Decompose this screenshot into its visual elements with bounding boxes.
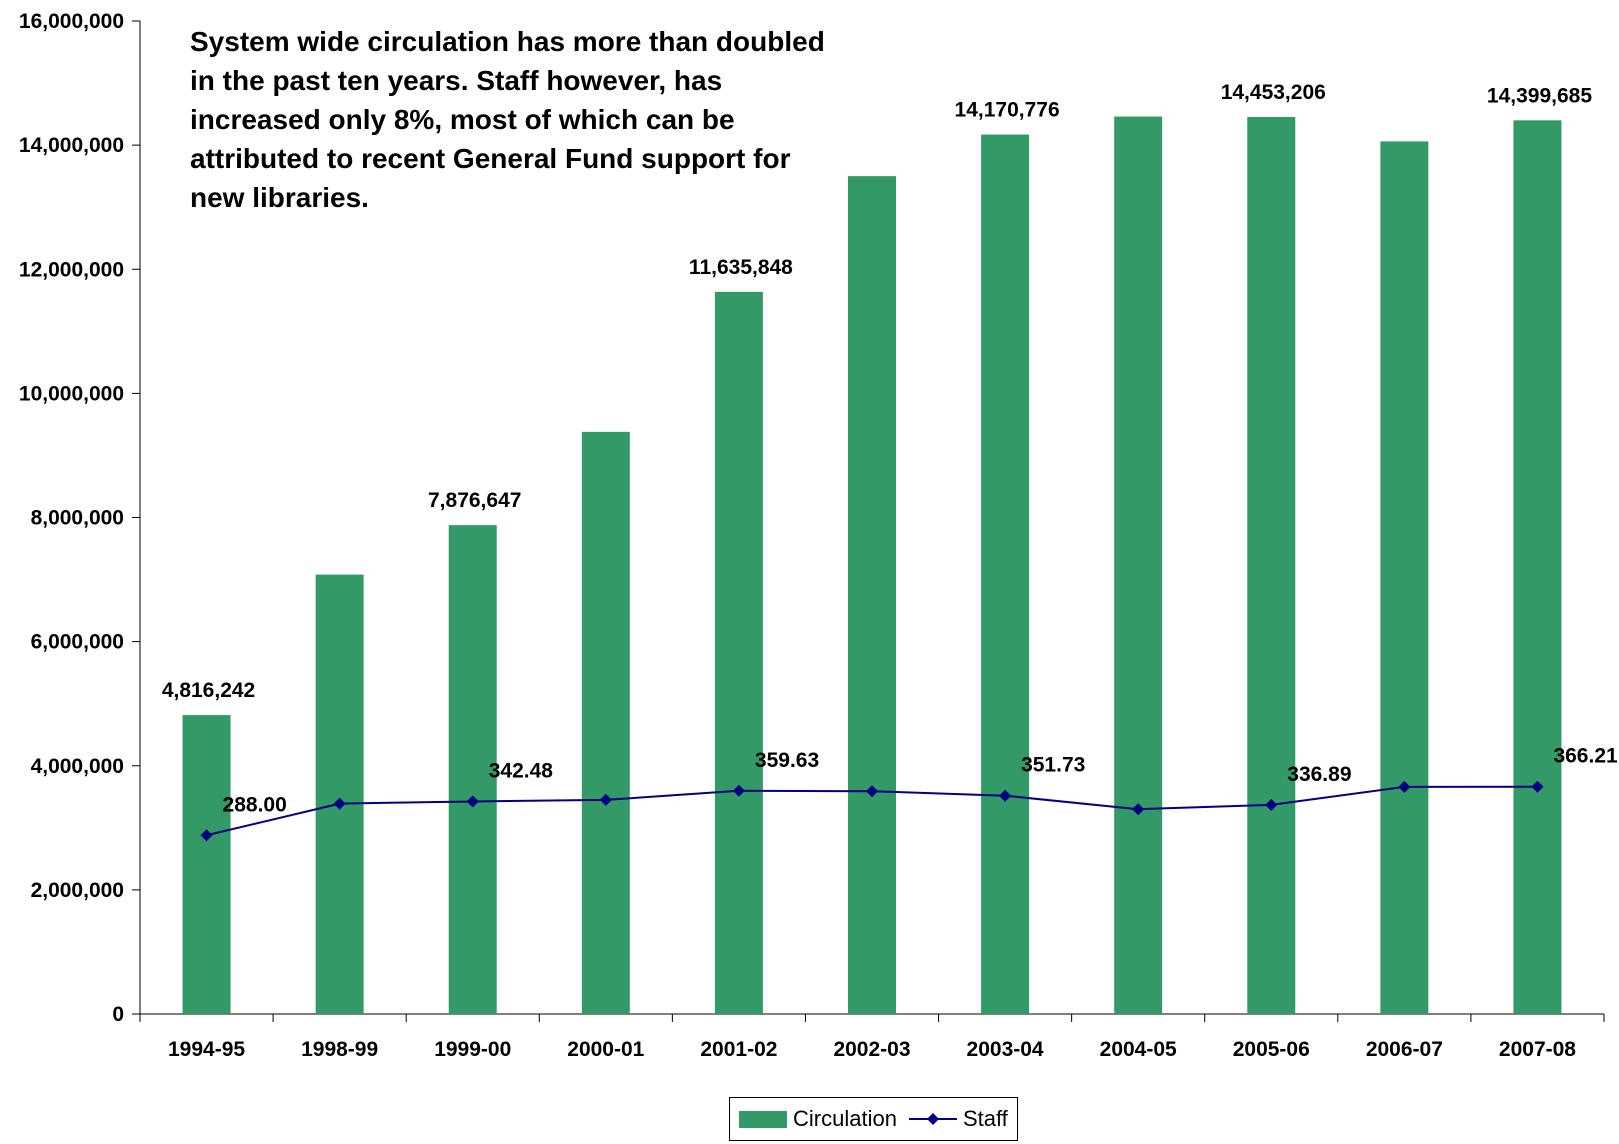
staff-point [1398, 780, 1411, 793]
staff-data-label: 359.63 [755, 749, 819, 772]
staff-data-label: 351.73 [1021, 754, 1085, 777]
legend: Circulation Staff [729, 1097, 1018, 1141]
bar [714, 291, 763, 1014]
chart-annotation: System wide circulation has more than do… [190, 26, 825, 213]
x-tick-label: 1998-99 [301, 1038, 378, 1061]
x-tick-label: 2004-05 [1100, 1038, 1177, 1061]
bar [448, 525, 497, 1014]
x-tick-label: 2007-08 [1499, 1038, 1576, 1061]
staff-data-label: 366.21 [1553, 745, 1618, 768]
x-tick-label: 2006-07 [1366, 1038, 1443, 1061]
y-axis: 0 2,000,000 4,000,000 6,000,000 8,000,000 10,… [19, 10, 141, 1026]
y-tick-label: 8,000,000 [31, 507, 124, 530]
y-tick-label: 2,000,000 [31, 879, 124, 902]
staff-point [1531, 780, 1544, 793]
x-tick-label: 2001-02 [700, 1038, 777, 1061]
x-tick-label: 2005-06 [1233, 1038, 1310, 1061]
y-tick-label: 16,000,000 [19, 10, 124, 33]
x-tick-label: 1994-95 [168, 1038, 245, 1061]
y-tick-label: 14,000,000 [19, 134, 124, 157]
staff-point [732, 784, 745, 797]
bar [1114, 116, 1163, 1015]
y-tick-label: 12,000,000 [19, 258, 124, 281]
y-tick-label: 6,000,000 [31, 631, 124, 654]
x-tick-label: 1999-00 [434, 1038, 511, 1061]
staff-point [1132, 803, 1145, 816]
x-axis: 1994-95 1998-99 1999-00 2000-01 2001-02 2002-… [139, 1013, 1605, 1061]
bar-data-label: 11,635,848 [689, 256, 793, 279]
legend-staff-label: Staff [962, 1106, 1008, 1131]
bar [182, 715, 231, 1014]
y-tick-label: 10,000,000 [19, 382, 124, 405]
x-tick-label: 2003-04 [967, 1038, 1044, 1061]
staff-point [599, 793, 612, 806]
y-tick-label: 4,000,000 [31, 755, 124, 778]
y-tick-label: 0 [112, 1003, 124, 1026]
bar [581, 431, 630, 1014]
legend-circulation-swatch [739, 1110, 787, 1128]
bar [1513, 120, 1562, 1014]
bar [981, 134, 1030, 1014]
bar-data-label: 14,453,206 [1221, 81, 1326, 104]
data-labels: 4,816,242 7,876,647 11,635,848 14,170,776 14… [162, 81, 1618, 816]
staff-line-series [200, 780, 1544, 842]
bar [1247, 116, 1296, 1014]
x-tick-label: 2002-03 [833, 1038, 910, 1061]
bar-data-label: 14,399,685 [1487, 84, 1592, 107]
staff-point [866, 785, 878, 798]
bar [1380, 141, 1429, 1014]
legend-circulation-label: Circulation [793, 1106, 897, 1131]
staff-data-label: 342.48 [489, 759, 554, 782]
x-tick-label: 2000-01 [567, 1038, 644, 1061]
staff-data-label: 336.89 [1287, 763, 1351, 786]
bar [848, 176, 896, 1014]
staff-point [200, 829, 213, 842]
staff-point [333, 797, 346, 810]
bar-data-label: 14,170,776 [955, 99, 1060, 122]
legend-staff-marker [908, 1113, 957, 1125]
staff-point [1265, 798, 1278, 811]
staff-data-label: 288.00 [223, 793, 287, 816]
staff-point [466, 795, 479, 808]
bar-data-label: 7,876,647 [428, 489, 521, 512]
staff-point [999, 789, 1012, 802]
bar-data-label: 4,816,242 [162, 679, 255, 702]
circulation-bars [182, 116, 1562, 1015]
bar [315, 574, 364, 1014]
